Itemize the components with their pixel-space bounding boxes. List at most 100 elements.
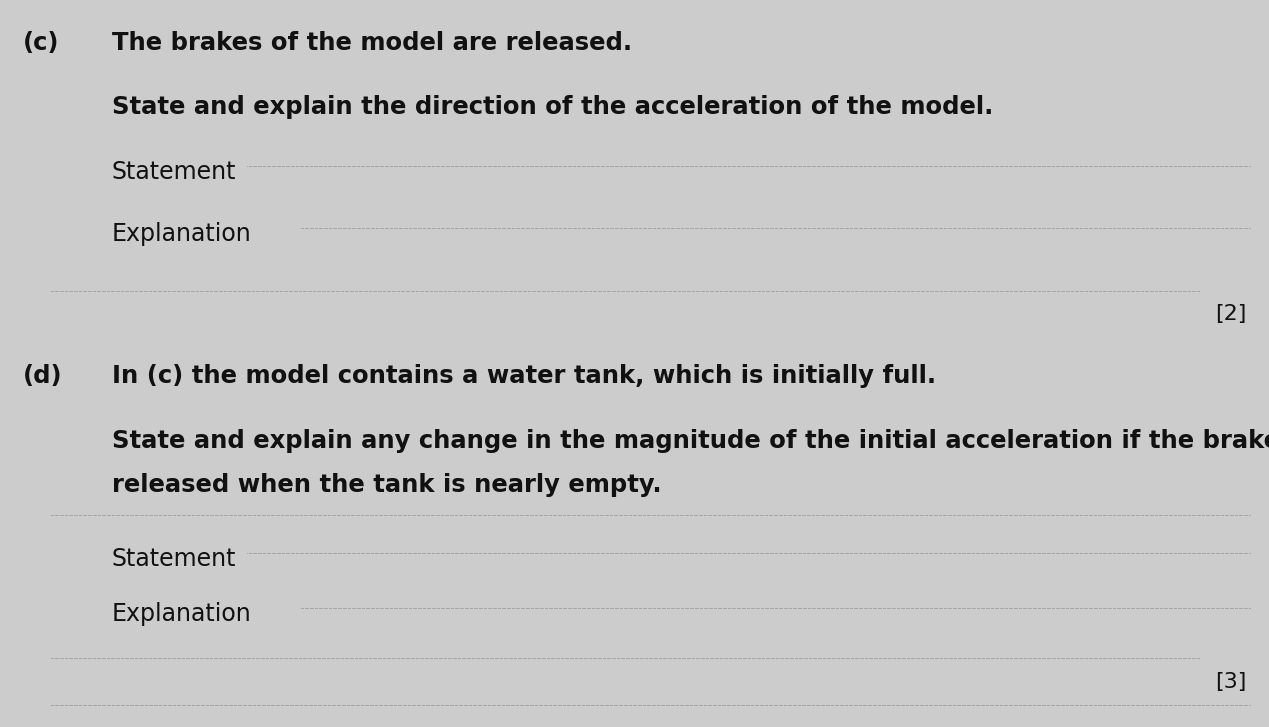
Point xyxy=(1053,509,1074,521)
Point xyxy=(1015,547,1036,558)
Point xyxy=(590,602,610,614)
Point xyxy=(794,285,815,297)
Point xyxy=(317,509,338,521)
Point xyxy=(76,509,96,521)
Point xyxy=(242,652,263,664)
Point xyxy=(708,652,728,664)
Point xyxy=(255,285,275,297)
Point xyxy=(1056,547,1076,558)
Point xyxy=(923,160,943,172)
Point xyxy=(768,652,788,664)
Point xyxy=(1138,222,1159,233)
Point xyxy=(1055,652,1075,664)
Point xyxy=(1123,652,1143,664)
Point xyxy=(650,699,670,711)
Point xyxy=(1209,547,1230,558)
Point xyxy=(1093,547,1113,558)
Point xyxy=(697,652,717,664)
Point xyxy=(727,509,747,521)
Point xyxy=(1208,509,1228,521)
Point xyxy=(747,285,768,297)
Point xyxy=(353,222,373,233)
Point xyxy=(1088,602,1108,614)
Point xyxy=(253,509,273,521)
Point xyxy=(362,547,382,558)
Point xyxy=(834,285,854,297)
Point xyxy=(892,160,912,172)
Point xyxy=(796,699,816,711)
Point xyxy=(327,160,348,172)
Point xyxy=(826,160,846,172)
Point xyxy=(1143,547,1164,558)
Point xyxy=(457,509,477,521)
Point xyxy=(589,652,609,664)
Point xyxy=(1027,547,1047,558)
Point xyxy=(416,509,437,521)
Point xyxy=(992,652,1013,664)
Point xyxy=(383,160,404,172)
Point xyxy=(1230,547,1250,558)
Point xyxy=(751,547,772,558)
Point xyxy=(599,652,619,664)
Point xyxy=(1230,699,1250,711)
Point xyxy=(360,547,381,558)
Point xyxy=(426,285,447,297)
Point xyxy=(646,160,666,172)
Point xyxy=(155,699,175,711)
Point xyxy=(523,602,543,614)
Point xyxy=(478,652,499,664)
Point xyxy=(1156,699,1176,711)
Point xyxy=(595,222,615,233)
Point xyxy=(1056,699,1076,711)
Point xyxy=(769,547,789,558)
Point xyxy=(600,222,621,233)
Point xyxy=(1029,652,1049,664)
Point xyxy=(410,652,430,664)
Point xyxy=(593,160,613,172)
Point xyxy=(1057,160,1077,172)
Text: [2]: [2] xyxy=(1214,304,1246,324)
Point xyxy=(220,652,240,664)
Point xyxy=(821,602,841,614)
Point xyxy=(706,602,726,614)
Point xyxy=(1118,160,1138,172)
Point xyxy=(1146,509,1166,521)
Point xyxy=(322,160,343,172)
Point xyxy=(244,652,264,664)
Point xyxy=(397,160,418,172)
Point xyxy=(1150,547,1170,558)
Point xyxy=(1046,699,1066,711)
Point xyxy=(968,602,989,614)
Point xyxy=(972,699,992,711)
Point xyxy=(277,285,297,297)
Point xyxy=(711,652,731,664)
Point xyxy=(466,222,486,233)
Point xyxy=(667,285,688,297)
Point xyxy=(1047,222,1067,233)
Point xyxy=(746,699,766,711)
Point xyxy=(1015,699,1036,711)
Point xyxy=(750,602,770,614)
Point xyxy=(825,509,845,521)
Point xyxy=(1093,160,1113,172)
Point xyxy=(1155,602,1175,614)
Point xyxy=(632,160,652,172)
Point xyxy=(93,652,113,664)
Point xyxy=(307,285,327,297)
Point xyxy=(860,652,881,664)
Point xyxy=(716,222,736,233)
Point xyxy=(732,509,753,521)
Point xyxy=(775,699,796,711)
Point xyxy=(1187,652,1207,664)
Point xyxy=(371,222,391,233)
Point xyxy=(66,285,86,297)
Point xyxy=(768,509,788,521)
Point xyxy=(1088,547,1108,558)
Point xyxy=(835,699,855,711)
Point xyxy=(607,285,627,297)
Point xyxy=(497,160,518,172)
Point xyxy=(1151,652,1171,664)
Point xyxy=(950,509,971,521)
Point xyxy=(1001,602,1022,614)
Point xyxy=(1146,602,1166,614)
